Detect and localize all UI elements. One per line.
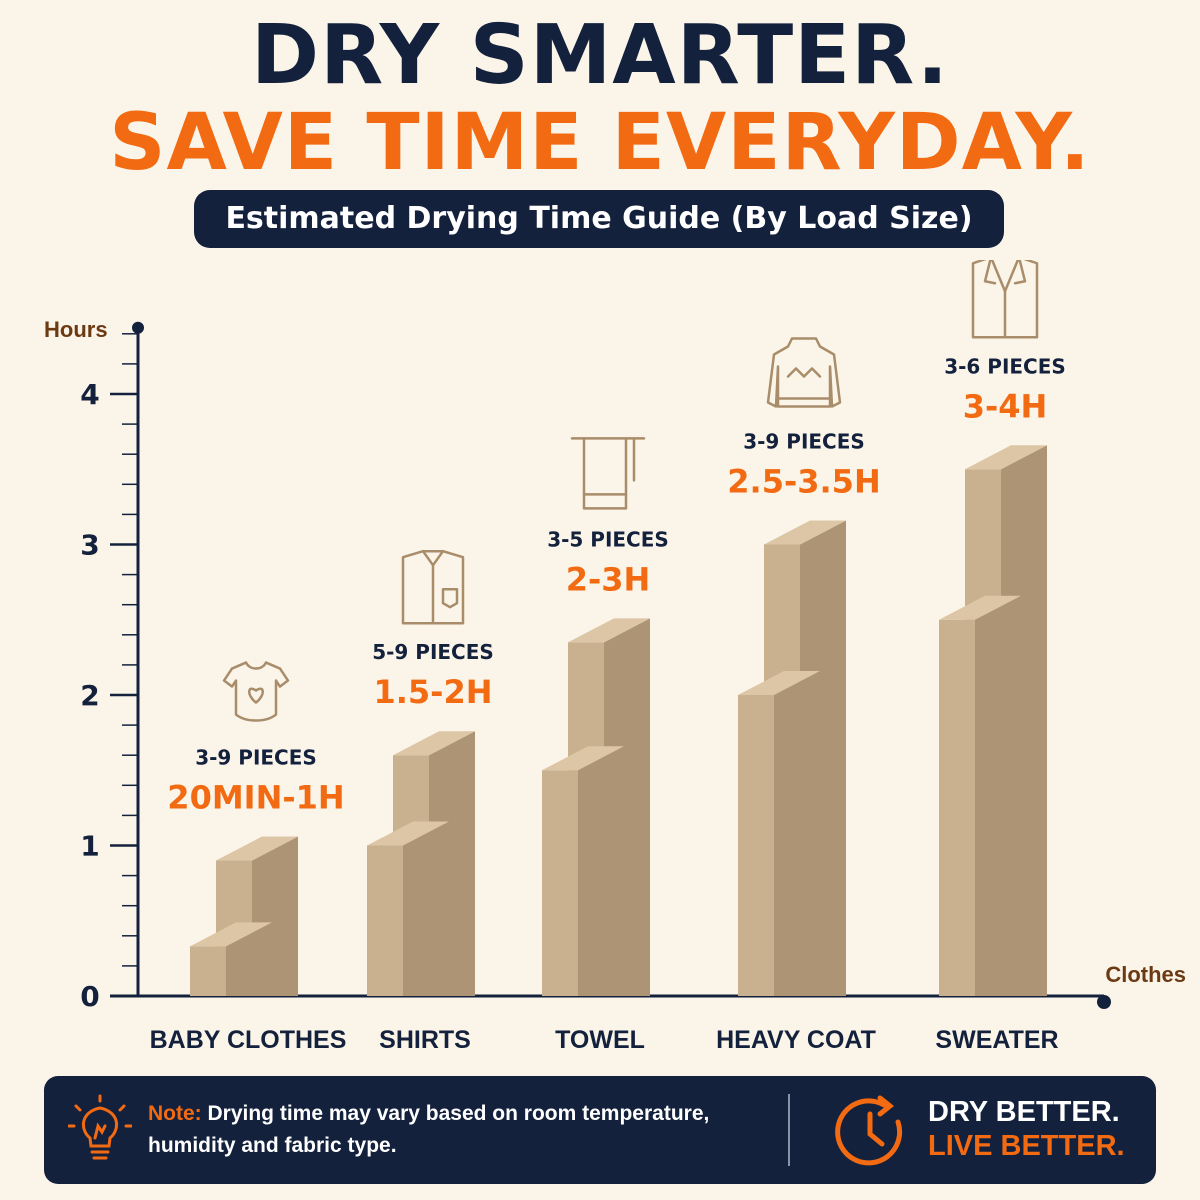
bar-top-face <box>738 671 820 695</box>
bar-labels: 20MIN-1H 3-9 PIECES BABY CLOTHES 1.5-2H 5-9 … <box>150 260 1066 1054</box>
y-axis-ticks: 0 1 2 3 4 <box>80 333 138 1013</box>
bar-front-face <box>190 946 226 996</box>
bar-groups <box>190 445 1047 996</box>
baby-onesie-icon <box>222 661 290 722</box>
bar-front-face <box>367 845 403 996</box>
time-label: 1.5-2H <box>373 673 492 711</box>
pieces-label: 3-5 PIECES <box>547 527 669 551</box>
bar-short <box>542 746 624 996</box>
bar-top-face <box>764 520 846 545</box>
time-label: 2-3H <box>566 560 651 598</box>
bar-top-face <box>568 618 650 643</box>
x-tick-label: SHIRTS <box>379 1026 471 1054</box>
bar-front-face <box>939 619 975 996</box>
coat-icon <box>971 260 1039 339</box>
y-axis-end-dot <box>132 321 144 334</box>
note-body: Drying time may vary based on room tempe… <box>148 1102 710 1157</box>
bar-short <box>939 595 1021 996</box>
bar-top-face <box>542 746 624 771</box>
lightbulb-icon <box>68 1094 132 1160</box>
y-axis-title: Hours <box>44 317 108 342</box>
x-tick-label: SWEATER <box>935 1026 1058 1054</box>
x-axis-title: Clothes <box>1105 962 1186 987</box>
bar-top-face <box>216 836 298 861</box>
clock-icon <box>835 1095 903 1166</box>
bar-top-face <box>393 731 475 756</box>
x-tick-label: BABY CLOTHES <box>150 1026 347 1054</box>
shirt-icon <box>401 549 465 625</box>
pieces-label: 3-6 PIECES <box>944 354 1066 378</box>
headline-secondary: SAVE TIME EVERYDAY. <box>109 98 1091 188</box>
bar-short <box>367 821 449 996</box>
footer-divider <box>788 1094 790 1166</box>
bar-side-face <box>774 671 820 996</box>
towel-icon <box>570 437 646 510</box>
time-label: 3-4H <box>963 387 1048 425</box>
y-tick-label: 4 <box>80 378 99 411</box>
bar-side-face <box>403 821 449 996</box>
x-axis-end-dot <box>1097 995 1111 1009</box>
x-tick-label: HEAVY COAT <box>716 1026 876 1054</box>
headline-primary: DRY SMARTER. <box>251 8 949 103</box>
bar-top-face <box>965 445 1047 470</box>
note-label: Note: <box>148 1102 202 1125</box>
footer-note-panel: Note: Drying time may vary based on room… <box>44 1076 1156 1184</box>
bar-side-face <box>975 595 1021 996</box>
drying-time-chart: Hours Clothes 0 1 2 3 4 20MIN-1H 3-9 PIECES BAB… <box>44 260 1186 1054</box>
pieces-label: 3-9 PIECES <box>743 430 865 454</box>
pieces-label: 3-9 PIECES <box>195 746 317 770</box>
bar-top-face <box>939 595 1021 620</box>
slogan-line-2: LIVE BETTER. <box>928 1130 1125 1162</box>
bar-top-face <box>367 821 449 846</box>
pieces-label: 5-9 PIECES <box>372 640 494 664</box>
time-label: 2.5-3.5H <box>727 463 880 501</box>
sweater-icon <box>766 337 842 408</box>
bar-top-face <box>190 922 272 947</box>
bar-short <box>738 671 820 996</box>
x-tick-label: TOWEL <box>555 1026 645 1054</box>
bar-short <box>190 922 272 996</box>
bar-side-face <box>226 922 272 996</box>
y-tick-label: 3 <box>80 529 99 562</box>
bar-front-face <box>542 770 578 996</box>
chart-title-banner: Estimated Drying Time Guide (By Load Siz… <box>194 190 1004 248</box>
time-label: 20MIN-1H <box>167 779 344 817</box>
slogan-line-1: DRY BETTER. <box>928 1096 1120 1128</box>
bar-side-face <box>578 746 624 996</box>
bar-front-face <box>738 695 774 996</box>
y-tick-label: 0 <box>80 980 99 1013</box>
y-tick-label: 2 <box>80 679 99 712</box>
y-tick-label: 1 <box>80 830 99 863</box>
footer-note: Note: Drying time may vary based on room… <box>148 1098 748 1162</box>
